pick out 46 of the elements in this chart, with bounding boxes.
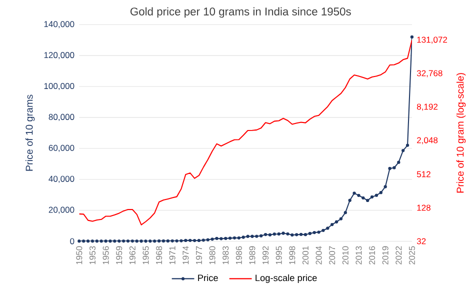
y2-tick-label: 128 — [417, 204, 430, 211]
x-tick-label: 1974 — [182, 246, 189, 264]
x-tick-label: 1962 — [129, 246, 136, 264]
x-tick-label: 1995 — [276, 246, 282, 264]
x-tick-label: 1977 — [196, 246, 202, 264]
legend-label: Log-scale price — [256, 274, 317, 283]
y-tick-label: 120,000 — [44, 52, 74, 59]
x-tick-label: 1965 — [142, 246, 149, 264]
y-tick-label: 80,000 — [48, 114, 74, 121]
x-tick-label: 2016 — [369, 246, 376, 264]
y2-tick-label: 512 — [416, 170, 430, 178]
y-tick-label: 20,000 — [48, 206, 74, 214]
y2-axis-title: Price of 10 gram (log-scale) — [456, 72, 466, 192]
y2-tick-label: 2,048 — [417, 136, 438, 144]
x-tick-label: 1980 — [209, 246, 216, 264]
chart-title: Gold price per 10 grams in India since 1950s — [130, 7, 351, 18]
x-tick-label: 1968 — [156, 246, 162, 264]
y2-tick-label: 32,768 — [416, 70, 442, 78]
legend-label: Price — [198, 274, 218, 281]
x-tick-label: 1971 — [169, 246, 176, 264]
y-tick-label: 40,000 — [48, 176, 74, 183]
x-tick-label: 1953 — [89, 246, 96, 264]
y2-tick-label: 131,072 — [417, 36, 447, 44]
y2-tick-label: 32 — [416, 238, 426, 244]
y-axis-title: Price of 10 grams — [26, 94, 35, 170]
x-tick-label: 2004 — [316, 246, 322, 264]
y-tick-label: 0 — [70, 238, 74, 244]
x-tick-label: 1959 — [116, 246, 122, 264]
x-tick-label: 2013 — [356, 246, 362, 264]
x-tick-label: 2007 — [329, 246, 336, 264]
x-tick-label: 1992 — [262, 246, 269, 264]
y-tick-label: 60,000 — [48, 144, 74, 152]
y-tick-label: 140,000 — [44, 20, 74, 28]
y-tick-label: 100,000 — [44, 82, 74, 90]
x-tick-label: 1956 — [102, 246, 109, 264]
x-tick-label: 2022 — [396, 246, 402, 264]
x-tick-label: 2025 — [408, 246, 415, 264]
x-tick-label: 2010 — [342, 246, 348, 264]
x-tick-label: 2001 — [302, 246, 308, 264]
x-tick-label: 1989 — [249, 246, 256, 264]
x-tick-label: 2019 — [382, 246, 388, 264]
x-tick-label: 1950 — [76, 246, 82, 264]
x-tick-label: 1983 — [222, 246, 229, 264]
x-tick-label: 1986 — [236, 246, 242, 264]
x-tick-label: 1998 — [289, 246, 296, 264]
y2-tick-label: 8,192 — [416, 103, 438, 111]
